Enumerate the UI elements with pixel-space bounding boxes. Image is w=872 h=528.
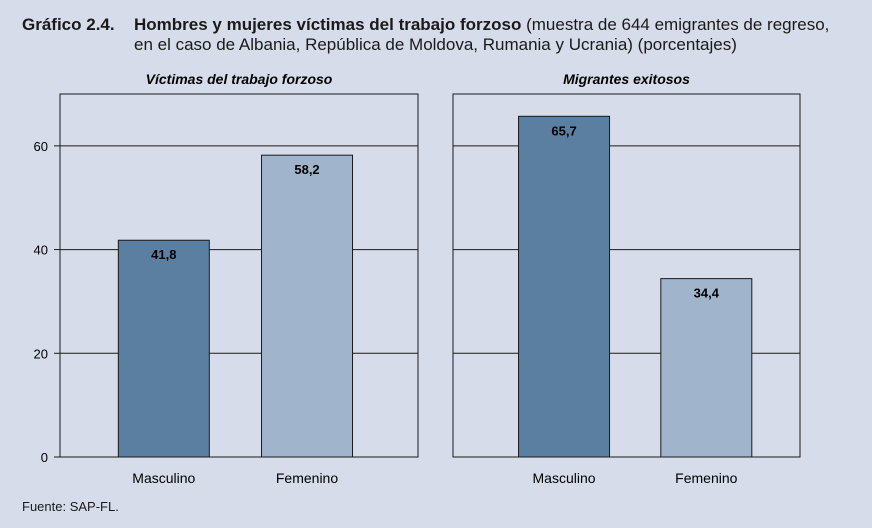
figure-title: Gráfico 2.4. Hombres y mujeres víctimas d… bbox=[22, 15, 829, 55]
x-tick-label: Masculino bbox=[533, 470, 596, 486]
y-tick-label: 60 bbox=[34, 139, 48, 154]
source-note: Fuente: SAP-FL. bbox=[22, 499, 119, 514]
title-line2: en el caso de Albania, República de Mold… bbox=[134, 35, 737, 54]
plot-frame bbox=[452, 93, 801, 458]
panel-title: Víctimas del trabajo forzoso bbox=[146, 71, 333, 87]
title-bold: Hombres y mujeres víctimas del trabajo f… bbox=[134, 15, 522, 34]
plot-frame bbox=[59, 93, 419, 458]
y-tick-label: 0 bbox=[41, 450, 48, 465]
figure-number: Gráfico 2.4. bbox=[22, 15, 115, 34]
bar-masculino bbox=[117, 239, 210, 458]
y-tick-label: 20 bbox=[34, 346, 48, 361]
title-rest: (muestra de 644 emigrantes de regreso, bbox=[521, 15, 830, 34]
bar-masculino bbox=[518, 115, 611, 458]
panel-title: Migrantes exitosos bbox=[563, 71, 690, 87]
data-label: 65,7 bbox=[551, 123, 576, 138]
y-tick-label: 40 bbox=[34, 243, 48, 258]
bar-femenino bbox=[261, 154, 354, 458]
x-tick-label: Femenino bbox=[675, 470, 737, 486]
data-label: 34,4 bbox=[694, 286, 720, 301]
x-tick-label: Masculino bbox=[132, 470, 195, 486]
x-tick-label: Femenino bbox=[276, 470, 338, 486]
data-label: 58,2 bbox=[294, 162, 319, 177]
data-label: 41,8 bbox=[151, 247, 176, 262]
bar-femenino bbox=[660, 278, 753, 458]
